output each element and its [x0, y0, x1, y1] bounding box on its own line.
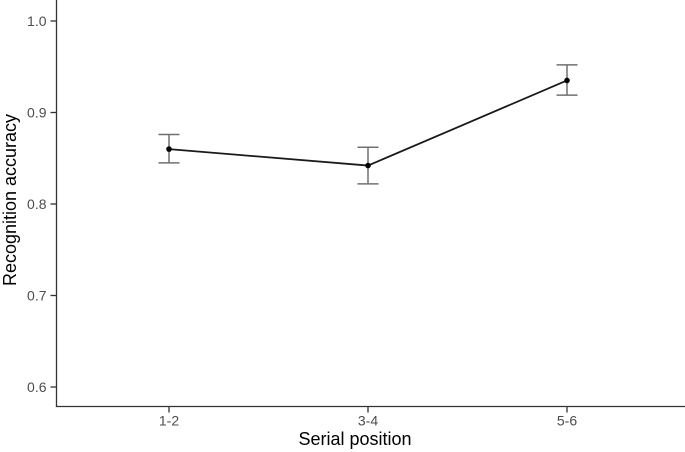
data-point: [166, 146, 172, 152]
data-point: [365, 162, 371, 169]
x-tick-label: 1-2: [159, 413, 179, 429]
x-axis-title: Serial position: [298, 429, 411, 449]
data-point: [564, 77, 570, 84]
y-tick-label: 0.9: [27, 105, 47, 121]
y-tick-label: 0.8: [27, 196, 47, 212]
y-tick-label: 0.7: [27, 288, 47, 304]
y-tick-label: 1.0: [27, 13, 47, 29]
chart-plot-area: 0.6 0.7 0.8 0.9 1.0 1-2 3-4 5-6: [27, 0, 685, 429]
y-axis-title: Recognition accuracy: [0, 114, 20, 286]
x-tick-label: 3-4: [358, 413, 378, 429]
y-tick-label: 0.6: [27, 379, 47, 395]
x-tick-label: 5-6: [557, 413, 577, 429]
